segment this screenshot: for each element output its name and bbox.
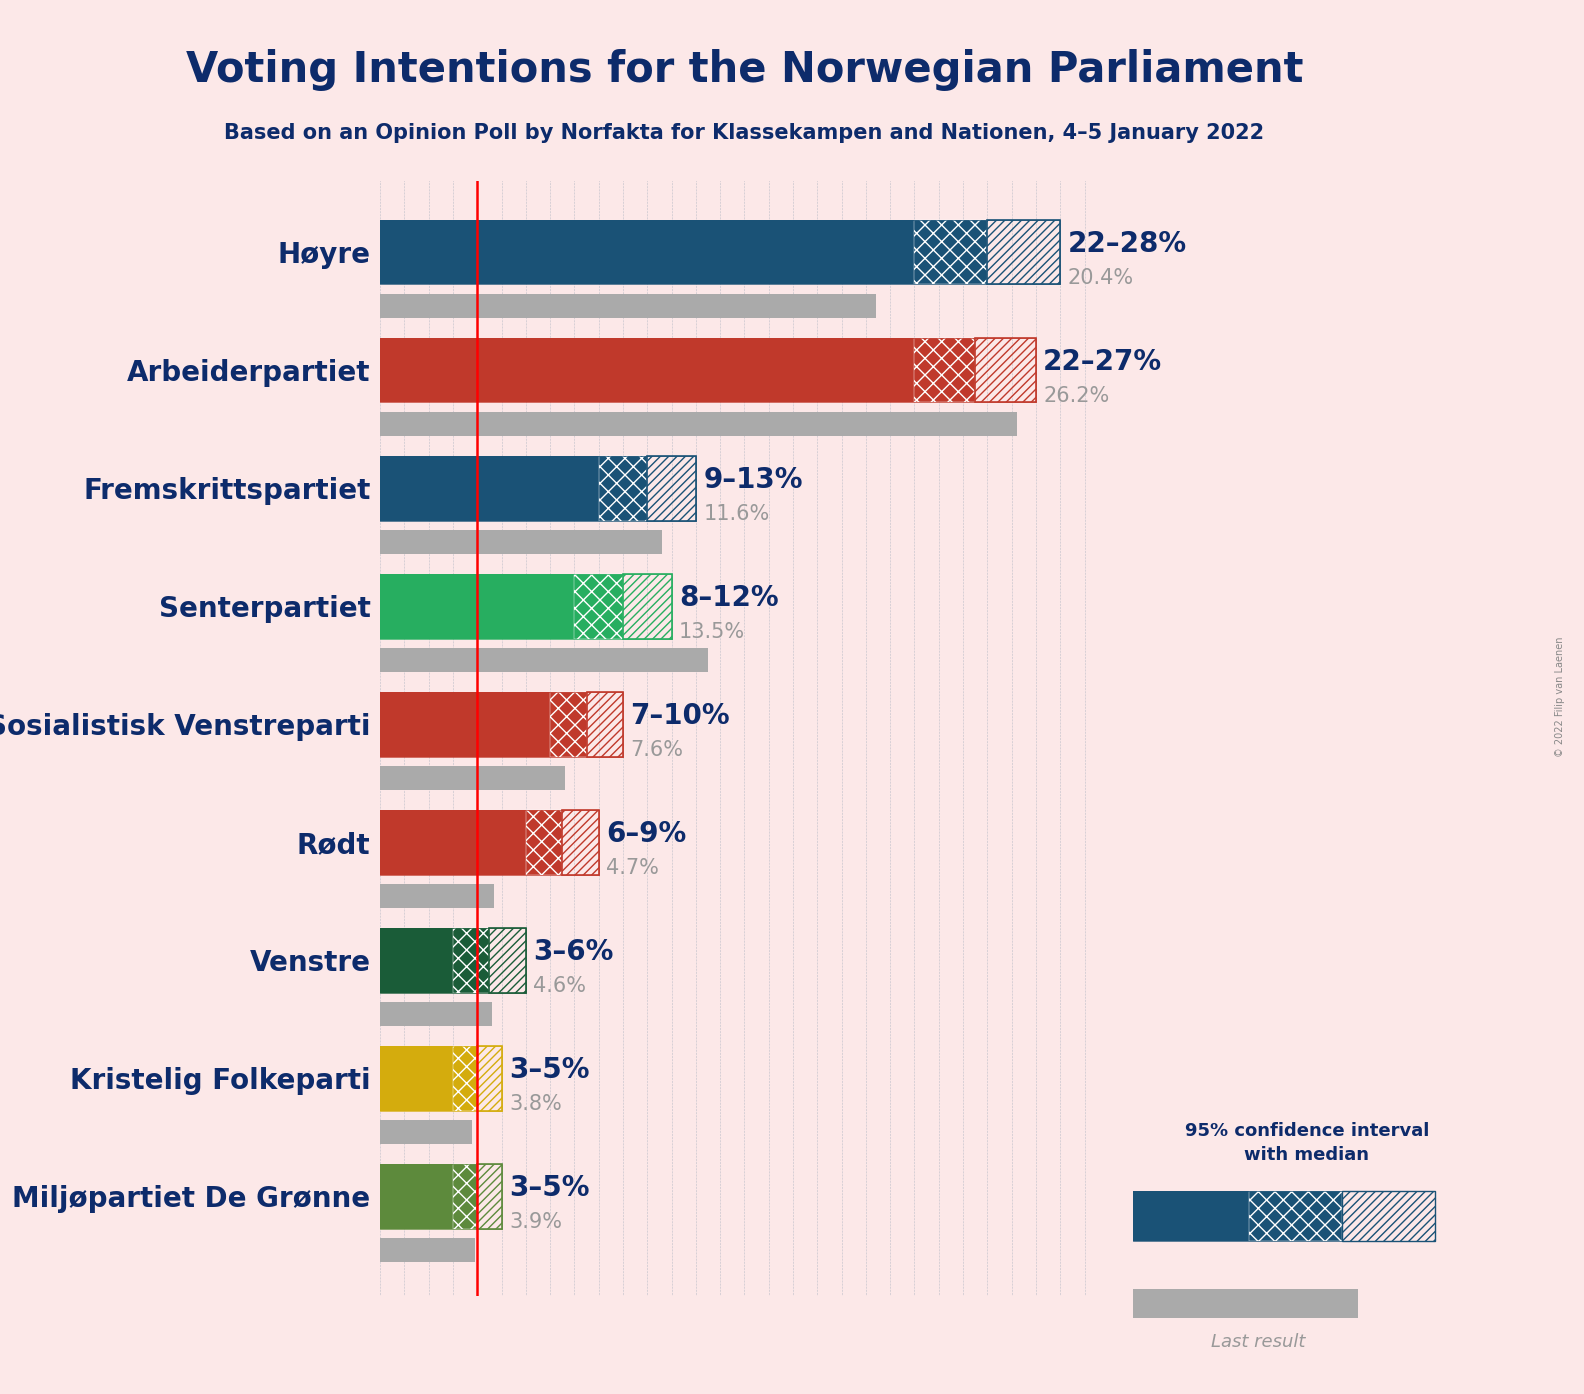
Text: 3–5%: 3–5%	[508, 1174, 589, 1202]
Bar	[380, 1002, 493, 1026]
Text: 3.9%: 3.9%	[508, 1211, 562, 1232]
Text: 3.8%: 3.8%	[508, 1094, 562, 1114]
Bar	[380, 456, 695, 520]
Bar	[477, 1046, 502, 1111]
Bar	[914, 337, 976, 403]
Text: 11.6%: 11.6%	[703, 505, 770, 524]
Bar	[1342, 1192, 1435, 1241]
Text: 22–28%: 22–28%	[1068, 230, 1186, 258]
Text: Last result: Last result	[1210, 1334, 1305, 1351]
Bar	[380, 1164, 502, 1228]
Text: 22–27%: 22–27%	[1044, 347, 1163, 376]
Bar	[1133, 1192, 1248, 1241]
Bar	[1133, 1288, 1359, 1319]
Text: Voting Intentions for the Norwegian Parliament: Voting Intentions for the Norwegian Parl…	[185, 49, 1304, 91]
Bar	[380, 456, 599, 520]
Bar	[380, 220, 1060, 284]
Bar	[1133, 1192, 1435, 1241]
Bar	[380, 927, 526, 993]
Bar	[380, 1046, 502, 1111]
Bar	[380, 337, 1036, 403]
Bar	[380, 573, 575, 638]
Text: 3–5%: 3–5%	[508, 1055, 589, 1085]
Text: © 2022 Filip van Laenen: © 2022 Filip van Laenen	[1555, 637, 1565, 757]
Text: 7.6%: 7.6%	[630, 740, 683, 760]
Bar	[575, 573, 623, 638]
Text: 8–12%: 8–12%	[680, 584, 778, 612]
Bar	[453, 1164, 477, 1228]
Bar	[380, 1238, 475, 1262]
Bar	[380, 927, 453, 993]
Bar	[976, 337, 1036, 403]
Text: 95% confidence interval
with median: 95% confidence interval with median	[1185, 1122, 1429, 1164]
Bar	[987, 220, 1060, 284]
Text: 4.6%: 4.6%	[534, 976, 586, 997]
Bar	[380, 691, 623, 757]
Bar	[380, 573, 672, 638]
Bar	[914, 220, 987, 284]
Bar	[1248, 1192, 1342, 1241]
Text: 9–13%: 9–13%	[703, 466, 803, 493]
Bar	[453, 927, 489, 993]
Bar	[380, 337, 914, 403]
Bar	[380, 530, 662, 553]
Bar	[380, 220, 914, 284]
Bar	[550, 691, 586, 757]
Bar	[380, 884, 494, 907]
Bar	[477, 1164, 502, 1228]
Bar	[380, 1046, 453, 1111]
Text: 13.5%: 13.5%	[680, 622, 744, 643]
Bar	[623, 573, 672, 638]
Text: 6–9%: 6–9%	[607, 820, 686, 848]
Bar	[599, 456, 648, 520]
Bar	[526, 810, 562, 874]
Bar	[648, 456, 695, 520]
Bar	[380, 1119, 472, 1143]
Bar	[380, 810, 526, 874]
Bar	[453, 1046, 477, 1111]
Text: 7–10%: 7–10%	[630, 701, 730, 730]
Bar	[380, 294, 876, 318]
Bar	[489, 927, 526, 993]
Bar	[380, 1164, 453, 1228]
Text: 3–6%: 3–6%	[534, 938, 613, 966]
Bar	[380, 648, 708, 672]
Bar	[586, 691, 623, 757]
Bar	[380, 691, 550, 757]
Text: 20.4%: 20.4%	[1068, 268, 1134, 289]
Text: 4.7%: 4.7%	[607, 859, 659, 878]
Bar	[380, 810, 599, 874]
Bar	[380, 765, 565, 789]
Bar	[562, 810, 599, 874]
Text: 26.2%: 26.2%	[1044, 386, 1109, 406]
Bar	[380, 413, 1017, 435]
Text: Based on an Opinion Poll by Norfakta for Klassekampen and Nationen, 4–5 January : Based on an Opinion Poll by Norfakta for…	[225, 123, 1264, 142]
